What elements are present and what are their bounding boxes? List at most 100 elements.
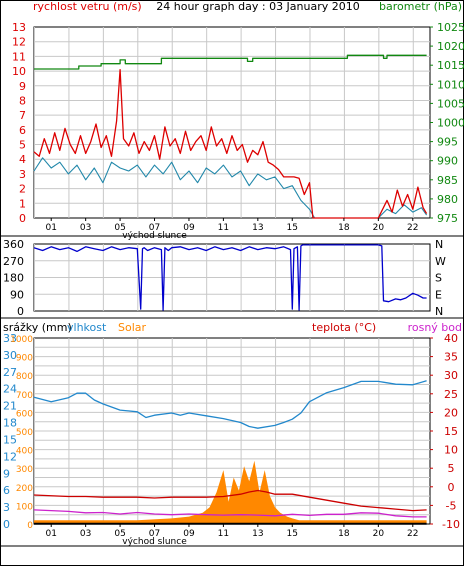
humidity-y-tick-label: 15 xyxy=(3,433,17,446)
humidity-y-tick-label: 21 xyxy=(3,400,17,413)
solar-y-tick-label: 100 xyxy=(16,502,33,512)
wind-y-tick-label: 9 xyxy=(19,80,26,93)
temp-x-tick-label: 11 xyxy=(218,529,229,539)
humidity-y-tick-label: 3 xyxy=(3,501,10,514)
wind-direction-series-line xyxy=(33,244,427,311)
solar-y-tick-label: 900 xyxy=(16,354,33,364)
humidity-y-tick-label: 24 xyxy=(3,383,17,396)
pressure-y-tick-label: 980 xyxy=(437,193,458,206)
wind-x-tick-label: 11 xyxy=(218,223,229,233)
wind-y-tick-label: 8 xyxy=(19,94,26,107)
pressure-y-tick-label: 1005 xyxy=(437,97,464,110)
humidity-y-tick-label: 12 xyxy=(3,450,17,463)
direction-compass-label: S xyxy=(435,272,442,285)
solar-y-tick-label: 800 xyxy=(16,372,33,382)
wind-x-tick-label: 09 xyxy=(183,223,195,233)
pressure-series-line xyxy=(34,54,427,70)
wind-y-tick-label: 2 xyxy=(19,183,26,196)
temperature-y-tick-label: 10 xyxy=(444,444,458,457)
wind-x-tick-label: 20 xyxy=(373,223,385,233)
humidity-y-tick-label: 18 xyxy=(3,417,17,430)
wind-y-tick-label: 7 xyxy=(19,109,26,122)
solar-y-tick-label: 300 xyxy=(16,465,33,475)
direction-y-tick-label: 180 xyxy=(3,272,24,285)
direction-y-tick-label: 90 xyxy=(10,288,24,301)
temp-x-tick-label: 09 xyxy=(183,529,195,539)
wind-speed-series-line xyxy=(33,68,428,219)
temp-x-tick-label: 15 xyxy=(287,529,298,539)
pressure-y-tick-label: 990 xyxy=(437,155,458,168)
temperature-y-tick-label: 35 xyxy=(444,351,458,364)
solar-area xyxy=(34,460,427,524)
direction-y-tick-label: 0 xyxy=(17,305,24,318)
pressure-y-tick-label: 1015 xyxy=(437,59,464,72)
temp-x-tick-label: 01 xyxy=(45,529,56,539)
wind-y-tick-label: 6 xyxy=(19,124,26,137)
wind-y-tick-label: 11 xyxy=(12,50,26,63)
wind-y-tick-label: 3 xyxy=(19,168,26,181)
direction-y-tick-label: 270 xyxy=(3,255,24,268)
temperature-y-tick-label: 20 xyxy=(444,406,458,419)
wind-y-tick-label: 13 xyxy=(12,21,26,34)
wind-axis-title: rychlost vetru (m/s) xyxy=(33,0,142,13)
wind-y-tick-label: 4 xyxy=(19,153,26,166)
wind-x-tick-label: 18 xyxy=(338,223,350,233)
chart-title: 24 hour graph day : 03 January 2010 xyxy=(156,0,360,13)
humidity-y-tick-label: 33 xyxy=(3,332,17,345)
humidity-axis-title: vlhkost xyxy=(67,321,107,334)
solar-y-tick-label: 700 xyxy=(16,391,33,401)
pressure-y-tick-label: 1010 xyxy=(437,78,464,91)
temp-x-axis-label: východ slunce xyxy=(122,537,187,547)
wind-y-tick-label: 12 xyxy=(12,36,26,49)
humidity-y-tick-label: 9 xyxy=(3,467,10,480)
wind-x-tick-label: 13 xyxy=(252,223,263,233)
temp-x-tick-label: 07 xyxy=(149,529,160,539)
solar-y-tick-label: 600 xyxy=(16,409,33,419)
temp-x-tick-label: 03 xyxy=(80,529,91,539)
temperature-y-tick-label: 15 xyxy=(444,425,458,438)
wind-x-tick-label: 05 xyxy=(114,223,125,233)
temperature-y-tick-label: 0 xyxy=(448,481,455,494)
wind-x-tick-label: 03 xyxy=(80,223,91,233)
dewpoint-axis-title: rosný bod xyxy=(408,321,462,334)
solar-y-tick-label: 500 xyxy=(16,428,33,438)
pressure-y-tick-label: 975 xyxy=(437,212,458,225)
temperature-y-tick-label: 30 xyxy=(444,369,458,382)
temp-x-tick-label: 22 xyxy=(407,529,418,539)
pressure-y-tick-label: 1020 xyxy=(437,40,464,53)
direction-compass-label: W xyxy=(435,255,446,268)
temperature-y-tick-label: -10 xyxy=(442,518,460,531)
solar-y-tick-label: 1000 xyxy=(10,335,33,345)
solar-axis-title: Solar xyxy=(118,321,147,334)
direction-y-tick-label: 360 xyxy=(3,238,24,251)
humidity-y-tick-label: 27 xyxy=(3,366,17,379)
temperature-y-tick-label: -5 xyxy=(446,499,457,512)
temp-x-tick-label: 05 xyxy=(114,529,125,539)
wind-x-tick-label: 07 xyxy=(149,223,160,233)
humidity-y-tick-label: 0 xyxy=(3,518,10,531)
temp-x-tick-label: 18 xyxy=(338,529,350,539)
humidity-y-tick-label: 30 xyxy=(3,349,17,362)
pressure-axis-title: barometr (hPa) xyxy=(379,0,462,13)
rain-axis-title: srážky (mm) xyxy=(3,321,72,334)
direction-compass-label: E xyxy=(435,288,442,301)
pressure-y-tick-label: 995 xyxy=(437,136,458,149)
pressure-y-tick-label: 1025 xyxy=(437,21,464,34)
solar-y-tick-label: 0 xyxy=(27,521,33,531)
wind-y-tick-label: 1 xyxy=(19,197,26,210)
direction-compass-label: N xyxy=(435,305,443,318)
solar-y-tick-label: 400 xyxy=(16,447,33,457)
wind-y-tick-label: 5 xyxy=(19,139,26,152)
wind-y-tick-label: 0 xyxy=(19,212,26,225)
temperature-series-line xyxy=(33,489,427,512)
wind-x-tick-label: 01 xyxy=(45,223,56,233)
humidity-y-tick-label: 6 xyxy=(3,484,10,497)
direction-compass-label: N xyxy=(435,238,443,251)
wind-y-tick-label: 10 xyxy=(12,65,26,78)
humidity-series-line xyxy=(33,380,427,429)
solar-y-tick-label: 200 xyxy=(16,484,33,494)
temperature-axis-title: teplota (°C) xyxy=(312,321,376,334)
wind-x-tick-label: 15 xyxy=(287,223,298,233)
